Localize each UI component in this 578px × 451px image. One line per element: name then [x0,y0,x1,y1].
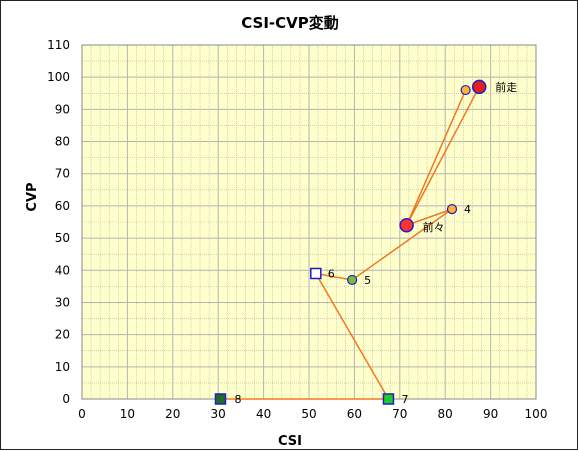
point-marker-5 [347,274,358,286]
point-label-前々: 前々 [423,220,445,234]
x-tick-label: 70 [392,407,407,421]
y-tick-label: 100 [47,70,70,84]
x-axis: 0 10 20 30 40 50 60 70 80 90 100 [78,407,547,421]
x-tick-label: 90 [483,407,498,421]
y-tick-label: 30 [55,295,70,309]
x-tick-label: 20 [165,407,180,421]
y-tick-label: 50 [55,231,70,245]
point-label-7: 7 [401,393,408,406]
x-tick-label: 0 [78,407,86,421]
y-tick-label: 80 [55,135,70,149]
y-tick-label: 110 [47,38,70,52]
y-tick-label: 0 [62,392,70,406]
x-tick-label: 30 [211,407,226,421]
x-axis-title: CSI [278,434,302,449]
chart-title: CSI-CVP変動 [241,14,339,32]
x-tick-label: 100 [525,407,548,421]
point-marker-前走 [472,79,487,95]
y-tick-label: 20 [55,328,70,342]
x-tick-label: 10 [120,407,135,421]
point-marker-mid [460,84,471,96]
point-marker-4 [446,204,458,215]
point-marker-7 [382,393,395,405]
y-tick-label: 40 [55,263,70,277]
point-label-5: 5 [364,274,371,287]
y-tick-label: 70 [55,167,70,181]
data-points: 8 7 6 5 4 前々 前走 [214,79,517,406]
grid [81,44,537,400]
point-marker-前々 [399,217,414,233]
point-label-6: 6 [328,267,335,280]
y-tick-label: 90 [55,102,70,116]
y-axis: 0 10 20 30 40 50 60 70 80 90 100 110 [47,38,70,406]
point-label-4: 4 [464,203,471,216]
point-marker-8 [214,393,227,405]
y-axis-title: CVP [25,182,40,211]
point-label-8: 8 [234,393,241,406]
y-tick-label: 60 [55,199,70,213]
x-tick-label: 60 [347,407,362,421]
point-label-前走: 前走 [495,80,517,94]
x-tick-label: 50 [301,407,316,421]
x-tick-label: 80 [438,407,453,421]
point-marker-6 [310,267,322,280]
x-tick-label: 40 [256,407,271,421]
y-tick-label: 10 [55,360,70,374]
